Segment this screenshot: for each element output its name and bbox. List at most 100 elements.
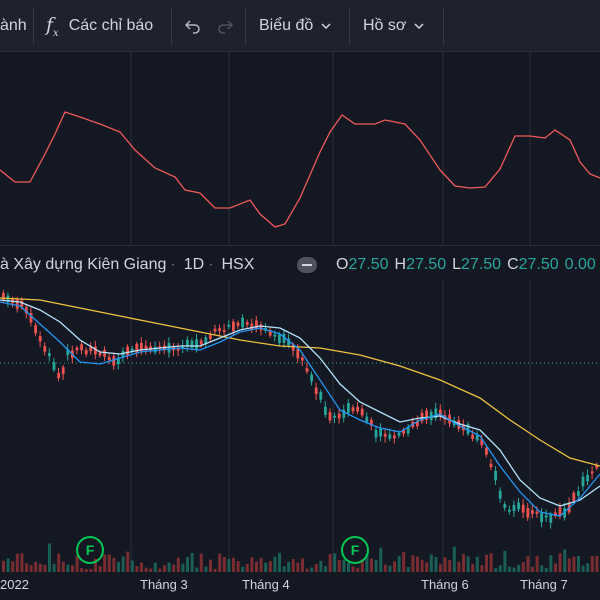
toolbar-separator xyxy=(245,8,246,44)
candle xyxy=(319,392,323,400)
volume-bar xyxy=(61,561,65,572)
volume-bar xyxy=(480,565,484,572)
candle xyxy=(314,387,318,395)
candle xyxy=(48,353,51,357)
candle xyxy=(397,432,401,436)
high-key: H xyxy=(394,256,407,273)
volume-bar xyxy=(282,566,286,572)
legend-dot: · xyxy=(208,256,214,273)
volume-bar xyxy=(241,566,245,572)
volume-bar xyxy=(590,556,594,572)
volume-bar xyxy=(71,565,74,572)
toolbar-separator xyxy=(349,8,350,44)
volume-bar xyxy=(521,562,525,572)
volume-bar xyxy=(75,555,79,572)
candle xyxy=(581,476,585,487)
candle xyxy=(337,413,341,419)
volume-bar xyxy=(204,566,208,572)
candle xyxy=(494,470,497,481)
undo-button[interactable] xyxy=(184,0,202,52)
candle xyxy=(429,411,433,421)
candle xyxy=(480,438,484,446)
volume-bar xyxy=(508,566,511,572)
volume-bar xyxy=(512,567,516,572)
candle xyxy=(52,362,56,371)
volume-bar xyxy=(181,563,185,572)
candle xyxy=(360,408,364,416)
price-pane[interactable] xyxy=(0,280,600,572)
candle xyxy=(250,323,254,330)
indicators-button[interactable]: fx Các chỉ báo xyxy=(46,0,153,52)
volume-bar xyxy=(370,558,373,572)
candle xyxy=(420,412,424,422)
volume-bar xyxy=(245,564,249,572)
volume-bar xyxy=(11,561,15,572)
candle xyxy=(29,313,33,323)
volume-bar xyxy=(94,558,97,572)
volume-bar xyxy=(259,557,263,572)
volume-bar xyxy=(107,554,111,572)
volume-bar xyxy=(503,550,507,572)
candle xyxy=(374,429,378,438)
profile-menu-label: Hồ sơ xyxy=(363,17,407,34)
toolbar-partial-item[interactable]: ành xyxy=(0,0,27,52)
volume-bar xyxy=(581,565,585,572)
candle xyxy=(43,346,47,352)
volume-bar xyxy=(374,559,378,572)
volume-bar xyxy=(425,562,429,572)
candle xyxy=(121,351,125,358)
candle xyxy=(89,345,93,352)
volume-bar xyxy=(195,567,199,572)
candle xyxy=(84,350,88,355)
candle xyxy=(34,325,37,334)
candle xyxy=(103,349,106,357)
symbol-name[interactable]: à Xây dựng Kiên Giang xyxy=(0,256,167,273)
volume-bar xyxy=(462,554,465,572)
candle xyxy=(107,357,111,361)
volume-bar xyxy=(135,566,139,572)
candle xyxy=(204,337,208,345)
volume-bar xyxy=(213,568,217,572)
volume-bar xyxy=(540,565,544,572)
time-axis[interactable]: 2022 Tháng 3 Tháng 4 Tháng 6 Tháng 7 xyxy=(0,572,600,600)
chart-menu-label: Biểu đồ xyxy=(259,17,314,34)
pane-divider[interactable] xyxy=(0,245,600,246)
candle xyxy=(498,490,502,499)
low-value: 27.50 xyxy=(461,256,502,273)
event-marker[interactable]: F xyxy=(341,536,369,564)
volume-bar xyxy=(291,559,295,572)
candle xyxy=(370,419,373,426)
volume-bar xyxy=(190,552,194,572)
redo-button[interactable] xyxy=(216,0,234,52)
chart-menu-button[interactable]: Biểu đồ xyxy=(259,0,331,52)
volume-bar xyxy=(439,564,442,572)
volume-bar xyxy=(544,567,548,572)
candle xyxy=(61,367,65,374)
candle xyxy=(457,420,461,429)
volume-bar xyxy=(498,565,502,572)
volume-bar xyxy=(402,552,406,572)
time-label: Tháng 7 xyxy=(520,577,568,592)
ma-slow-line xyxy=(0,297,600,467)
candle xyxy=(540,513,543,523)
candle xyxy=(471,434,474,440)
candle xyxy=(20,300,24,307)
collapse-legend-icon[interactable] xyxy=(297,257,317,273)
toolbar-separator xyxy=(171,8,172,44)
indicator-pane[interactable] xyxy=(0,52,600,245)
volume-bar xyxy=(250,557,254,572)
volume-bar xyxy=(52,563,56,572)
volume-bar xyxy=(531,566,534,572)
candle xyxy=(383,433,387,437)
profile-menu-button[interactable]: Hồ sơ xyxy=(363,0,424,52)
candle xyxy=(209,334,212,339)
candle xyxy=(416,420,419,427)
volume-bar xyxy=(34,561,38,572)
volume-bar xyxy=(443,557,447,572)
candle xyxy=(475,433,479,441)
volume-bar xyxy=(526,556,530,572)
symbol-interval[interactable]: 1D xyxy=(183,256,205,273)
symbol-exchange[interactable]: HSX xyxy=(221,256,255,273)
candle xyxy=(558,507,562,517)
event-marker[interactable]: F xyxy=(76,536,104,564)
